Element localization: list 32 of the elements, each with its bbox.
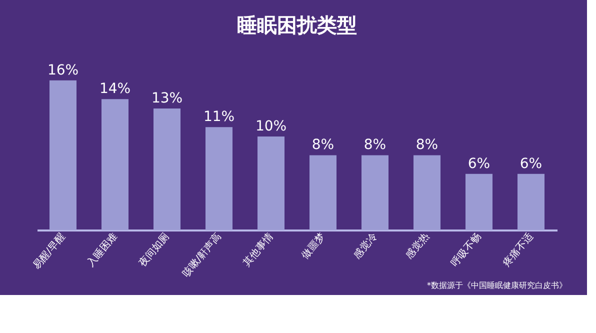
chart-title: 睡眠困扰类型 xyxy=(237,13,357,37)
x-tick-label: 感觉冷 xyxy=(351,230,380,262)
bar xyxy=(414,155,440,230)
x-tick-label: 感觉热 xyxy=(403,230,432,262)
x-tick-label: 咳嗽/鼾声高 xyxy=(180,230,224,280)
bar xyxy=(518,174,544,230)
x-tick-label: 呼吸不畅 xyxy=(448,230,484,269)
data-label: 14% xyxy=(99,81,131,98)
data-label: 8% xyxy=(312,137,334,154)
bar xyxy=(206,127,232,230)
x-tick-label: 做噩梦 xyxy=(299,230,328,262)
data-label: 16% xyxy=(47,62,79,78)
data-label: 8% xyxy=(364,137,386,154)
bar xyxy=(362,155,388,230)
data-label: 6% xyxy=(520,156,542,172)
bar xyxy=(102,99,128,230)
x-tick-label: 疼痛不适 xyxy=(500,230,536,269)
data-label: 10% xyxy=(255,118,287,135)
text: *数据源于《中国睡眠健康研究白皮书》 xyxy=(427,281,567,290)
data-label: 6% xyxy=(468,156,490,172)
bar xyxy=(258,136,284,230)
bar xyxy=(154,108,180,230)
bar xyxy=(310,155,336,230)
x-tick-label: 入睡困难 xyxy=(84,230,120,269)
x-tick-label: 其他事情 xyxy=(240,230,276,269)
data-label: 8% xyxy=(416,137,438,154)
bar xyxy=(50,80,76,230)
x-tick-label: 易醒/早醒 xyxy=(31,231,68,272)
x-tick-label: 夜间如厕 xyxy=(136,230,172,269)
data-label: 11% xyxy=(203,109,235,126)
data-label: 13% xyxy=(151,90,183,106)
bar xyxy=(466,174,492,230)
